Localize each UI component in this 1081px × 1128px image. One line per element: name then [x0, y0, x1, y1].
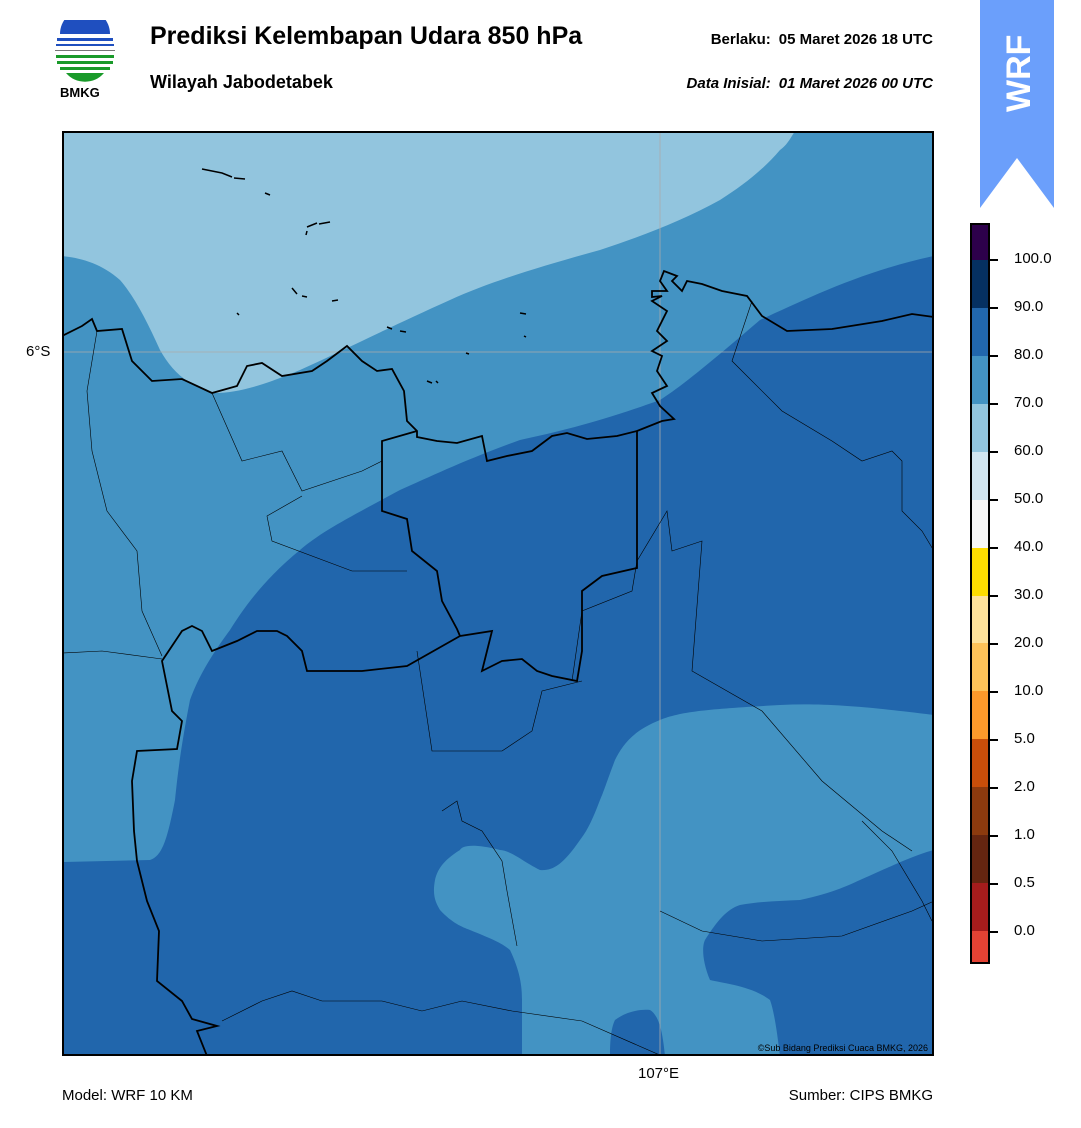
- colorbar-label: 10.0: [1014, 682, 1044, 699]
- colorbar-label: 20.0: [1014, 634, 1044, 651]
- colorbar-segment: [972, 931, 988, 963]
- colorbar-label: 30.0: [1014, 586, 1044, 603]
- init-label: Data Inisial:: [686, 75, 771, 92]
- colorbar-tick: [990, 883, 998, 885]
- colorbar-label: 0.5: [1014, 874, 1035, 891]
- colorbar-tick: [990, 931, 998, 933]
- colorbar-label: 1.0: [1014, 826, 1035, 843]
- region-subtitle: Wilayah Jabodetabek: [150, 72, 333, 92]
- colorbar-segment: [972, 643, 988, 692]
- valid-time: Berlaku: 05 Maret 2026 18 UTC: [711, 31, 933, 48]
- valid-value: 05 Maret 2026 18 UTC: [778, 31, 933, 48]
- colorbar-segment: [972, 787, 988, 836]
- colorbar-segment: [972, 225, 988, 260]
- colorbar-segment: [972, 259, 988, 308]
- colorbar-tick: [990, 547, 998, 549]
- map-credit: ©Sub Bidang Prediksi Cuaca BMKG, 2026: [758, 1043, 928, 1053]
- zone-60-70: [64, 133, 794, 393]
- colorbar-segment: [972, 691, 988, 740]
- islands: [201, 168, 527, 384]
- valid-label: Berlaku:: [710, 31, 771, 48]
- colorbar-label: 70.0: [1014, 394, 1044, 411]
- colorbar-tick: [990, 739, 998, 741]
- colorbar-tick: [990, 307, 998, 309]
- init-value: 01 Maret 2026 00 UTC: [778, 75, 933, 92]
- colorbar-segment: [972, 355, 988, 404]
- colorbar-tick: [990, 835, 998, 837]
- colorbar-segment: [972, 739, 988, 788]
- lon-tick-label: 107°E: [638, 1065, 680, 1082]
- colorbar-label: 80.0: [1014, 346, 1044, 363]
- colorbar-tick: [990, 643, 998, 645]
- wrf-badge-text: WRF: [1000, 35, 1038, 112]
- colorbar-label: 50.0: [1014, 490, 1044, 507]
- colorbar-segment: [972, 451, 988, 500]
- colorbar-segment: [972, 499, 988, 548]
- model-label: Model: WRF 10 KM: [62, 1087, 193, 1104]
- colorbar-tick: [990, 355, 998, 357]
- colorbar-label: 2.0: [1014, 778, 1035, 795]
- colorbar-segment: [972, 547, 988, 596]
- district-borders: [64, 300, 932, 1054]
- colorbar-tick: [990, 499, 998, 501]
- source-label: Sumber: CIPS BMKG: [788, 1087, 933, 1104]
- humidity-map[interactable]: ©Sub Bidang Prediksi Cuaca BMKG, 2026: [62, 131, 934, 1056]
- colorbar-segment: [972, 307, 988, 356]
- province-border: [131, 430, 638, 1054]
- colorbar-segment: [972, 883, 988, 932]
- colorbar-tick: [990, 691, 998, 693]
- colorbar-segment: [972, 403, 988, 452]
- lat-tick-label: 6°S: [26, 343, 51, 360]
- colorbar: [970, 223, 990, 964]
- init-time: Data Inisial: 01 Maret 2026 00 UTC: [687, 75, 933, 92]
- colorbar-tick: [990, 595, 998, 597]
- colorbar-label: 40.0: [1014, 538, 1044, 555]
- colorbar-tick: [990, 451, 998, 453]
- coastline: [64, 269, 932, 463]
- colorbar-label: 60.0: [1014, 442, 1044, 459]
- colorbar-tick: [990, 403, 998, 405]
- colorbar-label: 100.0: [1014, 250, 1052, 267]
- logo-text: BMKG: [60, 85, 100, 100]
- colorbar-tick: [990, 787, 998, 789]
- colorbar-segment: [972, 595, 988, 644]
- page-title: Prediksi Kelembapan Udara 850 hPa: [150, 22, 583, 50]
- zone-70-80-south: [433, 704, 932, 1054]
- bmkg-logo: [55, 20, 115, 82]
- map-canvas: ©Sub Bidang Prediksi Cuaca BMKG, 2026: [64, 133, 932, 1054]
- colorbar-tick: [990, 259, 998, 261]
- colorbar-label: 5.0: [1014, 730, 1035, 747]
- colorbar-label: 0.0: [1014, 922, 1035, 939]
- colorbar-segment: [972, 835, 988, 884]
- colorbar-label: 90.0: [1014, 298, 1044, 315]
- wrf-badge: WRF: [980, 0, 1054, 208]
